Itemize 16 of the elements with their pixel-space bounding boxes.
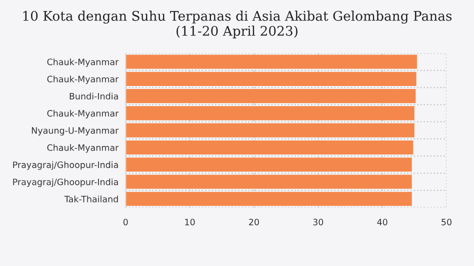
x-tick-label: 40 [377,218,388,226]
x-tick-label: 30 [313,218,324,226]
x-tick-label: 20 [249,218,259,226]
y-tick-label: Chauk-Myanmar [47,76,119,84]
y-tick-label: Tak-Thailand [64,196,118,202]
y-tick-label: Chauk-Myanmar [47,58,119,67]
x-tick-label: 10 [185,218,195,226]
y-tick-label: Nyaung-U-Myanmar [32,127,119,136]
y-tick-label: Bundi-India [70,92,118,100]
y-tick-label: Chauk-Myanmar [47,110,119,118]
x-tick-label: 0 [123,218,128,226]
y-tick-label: Chauk-Myanmar [47,144,119,153]
y-tick-label: Prayagraj/Ghoopur-India [13,178,118,187]
x-tick-label: 50 [442,218,452,226]
chart-title: 10 Kota dengan Suhu Terpanas di Asia Akibat Gelombang Panas (11-20 April 2023) [23,10,452,38]
y-tick-label: Prayagraj/Ghoopur-India [13,161,118,170]
